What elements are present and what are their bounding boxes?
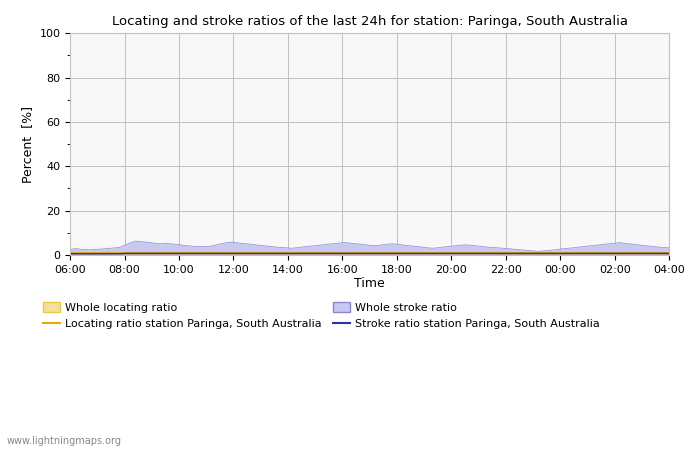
Legend: Whole locating ratio, Locating ratio station Paringa, South Australia, Whole str: Whole locating ratio, Locating ratio sta… <box>38 297 605 333</box>
X-axis label: Time: Time <box>354 277 385 290</box>
Y-axis label: Percent  [%]: Percent [%] <box>21 106 34 183</box>
Title: Locating and stroke ratios of the last 24h for station: Paringa, South Australia: Locating and stroke ratios of the last 2… <box>111 15 628 28</box>
Text: www.lightningmaps.org: www.lightningmaps.org <box>7 436 122 446</box>
